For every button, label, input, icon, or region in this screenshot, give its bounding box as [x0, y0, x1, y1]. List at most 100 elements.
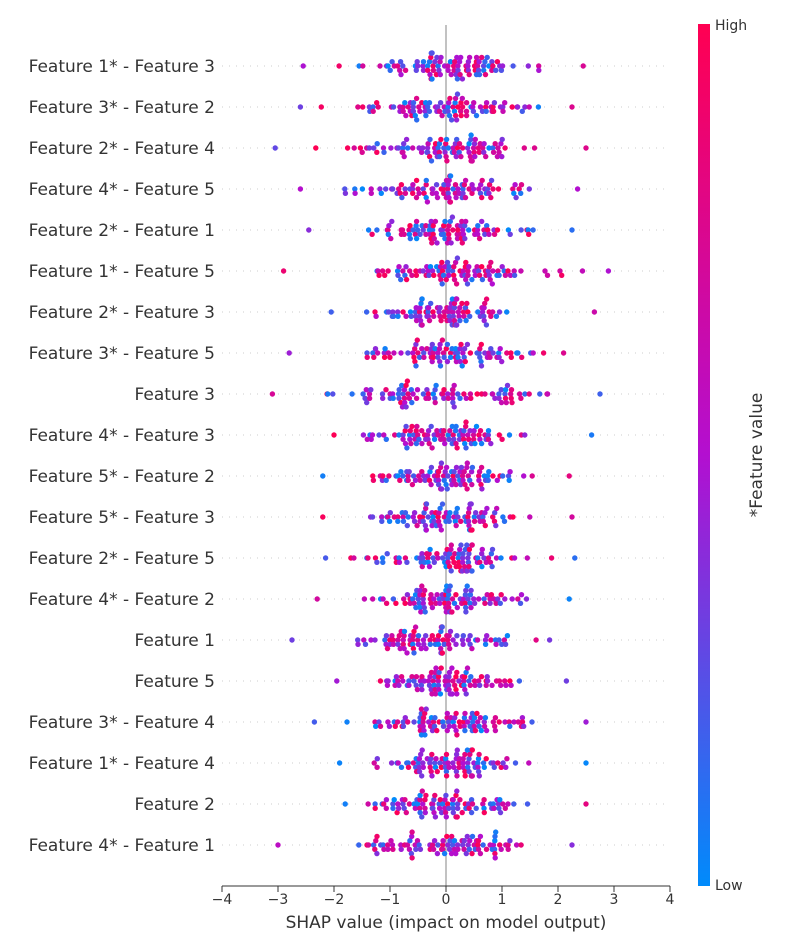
shap-point: [477, 141, 483, 147]
shap-point: [356, 63, 362, 69]
shap-point: [439, 555, 446, 561]
shap-point: [467, 350, 474, 356]
shap-point: [458, 481, 464, 488]
shap-point: [423, 527, 429, 533]
shap-point: [405, 764, 412, 770]
shap-point: [449, 423, 455, 430]
shap-point: [441, 182, 447, 188]
shap-point: [451, 317, 458, 324]
shap-point: [449, 481, 455, 488]
shap-point: [483, 153, 489, 160]
shap-point: [502, 391, 508, 397]
shap-point: [521, 723, 527, 729]
shap-point: [434, 551, 440, 557]
shap-point: [476, 59, 482, 65]
shap-point: [474, 391, 480, 397]
shap-point: [430, 391, 436, 397]
shap-point: [425, 514, 431, 520]
shap-point: [405, 719, 411, 725]
shap-point: [463, 112, 470, 119]
shap-point: [494, 505, 500, 512]
shap-point: [467, 391, 474, 397]
shap-point: [418, 300, 424, 307]
shap-point: [419, 100, 425, 106]
shap-point: [505, 227, 512, 233]
shap-point: [396, 432, 402, 438]
shap-point: [405, 391, 411, 397]
shap-point: [412, 624, 419, 630]
shap-point: [474, 264, 480, 270]
shap-point: [409, 399, 415, 406]
shap-point: [492, 141, 498, 147]
shap-point: [390, 104, 397, 110]
colorbar-title: *Feature value: [747, 393, 767, 518]
shap-point: [467, 633, 473, 639]
shap-point: [498, 846, 504, 852]
shap-point: [322, 555, 329, 561]
shap-point: [411, 510, 418, 516]
shap-point: [390, 805, 396, 811]
shap-point: [454, 76, 461, 82]
shap-point: [450, 637, 456, 643]
shap-point: [432, 760, 438, 766]
shap-point: [466, 522, 472, 529]
shap-point: [471, 723, 477, 729]
shap-point: [423, 100, 429, 106]
shap-point: [502, 596, 508, 602]
shap-point: [434, 428, 440, 434]
shap-point: [444, 486, 450, 492]
shap-point: [456, 313, 462, 319]
shap-point: [453, 792, 459, 799]
shap-point: [449, 391, 456, 397]
shap-point: [494, 477, 500, 483]
shap-point: [430, 678, 436, 684]
shap-point: [487, 559, 494, 565]
shap-point: [401, 596, 407, 602]
shap-point: [483, 296, 490, 302]
shap-point: [461, 563, 468, 570]
shap-point: [462, 223, 468, 229]
shap-point: [398, 846, 404, 852]
shap-point: [463, 669, 469, 676]
feature-label: Feature 2* - Feature 1: [29, 221, 215, 241]
shap-point: [477, 190, 484, 196]
shap-point: [419, 428, 425, 434]
shap-point: [441, 850, 448, 857]
shap-point: [471, 715, 478, 721]
shap-point: [472, 272, 478, 278]
shap-point: [368, 387, 374, 393]
shap-point: [377, 723, 384, 729]
shap-point: [443, 756, 449, 762]
shap-point: [462, 686, 468, 693]
shap-point: [454, 235, 461, 242]
shap-point: [430, 842, 436, 848]
shap-point: [450, 309, 456, 315]
shap-point: [410, 350, 416, 356]
shap-point: [453, 686, 459, 693]
shap-point: [468, 132, 474, 138]
shap-point: [465, 67, 471, 74]
shap-point: [385, 63, 391, 69]
shap-point: [425, 391, 432, 397]
shap-point: [453, 281, 460, 287]
shap-point: [417, 846, 424, 852]
shap-point: [403, 313, 409, 319]
shap-point: [462, 235, 468, 242]
shap-point: [368, 637, 374, 643]
shap-point: [405, 104, 411, 110]
shap-point: [416, 190, 422, 196]
shap-point: [483, 727, 490, 734]
shap-point: [409, 481, 416, 488]
shap-point: [566, 596, 572, 602]
shap-point: [454, 747, 460, 753]
shap-point: [466, 768, 472, 775]
shap-point: [456, 678, 462, 684]
shap-point: [441, 514, 447, 520]
shap-point: [412, 436, 418, 442]
shap-point: [493, 829, 499, 835]
shap-point: [519, 108, 525, 115]
shap-point: [390, 846, 396, 852]
shap-point: [507, 272, 514, 278]
shap-point: [435, 514, 441, 520]
shap-point: [454, 842, 461, 848]
